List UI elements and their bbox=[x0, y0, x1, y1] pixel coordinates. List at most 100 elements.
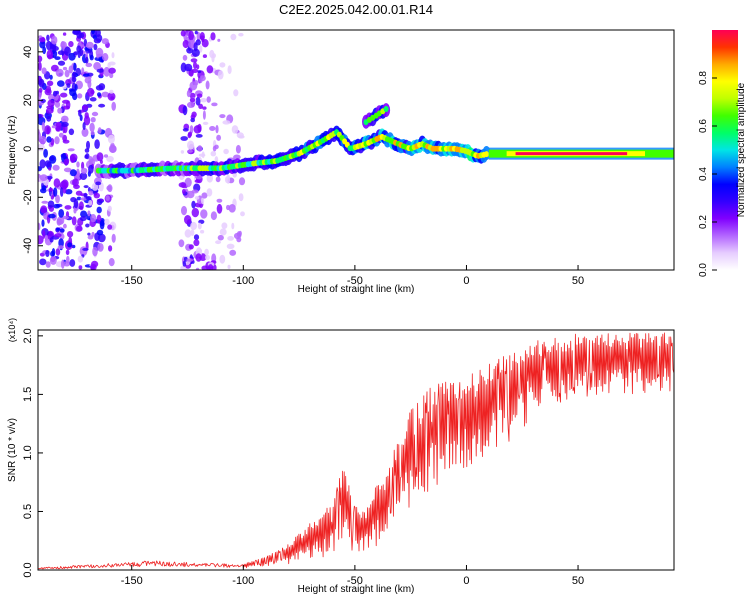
heatmap-speckle bbox=[87, 87, 95, 97]
heatmap-speckle bbox=[182, 260, 186, 267]
heatmap-speckle bbox=[41, 121, 46, 132]
colorbar-tick-label: 0.2 bbox=[698, 215, 709, 229]
heatmap-speckle bbox=[38, 55, 43, 63]
heatmap-core bbox=[484, 151, 489, 158]
heatmap-speckle bbox=[68, 128, 75, 136]
heatmap-speckle bbox=[215, 176, 221, 183]
heatmap-speckle bbox=[107, 184, 113, 193]
heatmap-speckle bbox=[47, 200, 55, 208]
heatmap-speckle bbox=[101, 38, 109, 45]
spectrogram-frame bbox=[37, 29, 675, 271]
x-tick-label: -150 bbox=[121, 575, 143, 587]
heatmap-speckle bbox=[92, 246, 98, 257]
x-tick-label: -150 bbox=[121, 275, 143, 287]
heatmap-speckle bbox=[108, 144, 117, 153]
heatmap-speckle bbox=[180, 150, 185, 154]
heatmap-speckle bbox=[111, 52, 115, 59]
heatmap-speckle bbox=[91, 111, 99, 117]
heatmap-speckle bbox=[182, 105, 188, 116]
heatmap-speckle bbox=[52, 46, 59, 51]
heatmap-speckle bbox=[215, 240, 222, 245]
heatmap-speckle bbox=[238, 193, 244, 202]
chart-title: C2E2.2025.042.00.01.R14 bbox=[279, 2, 433, 17]
heatmap-speckle bbox=[85, 223, 90, 228]
heatmap-speckle bbox=[42, 46, 47, 55]
heatmap-speckle bbox=[53, 187, 58, 197]
heatmap-speckle bbox=[78, 265, 83, 270]
heatmap-speckle bbox=[54, 136, 60, 145]
heatmap-speckle bbox=[189, 81, 198, 91]
heatmap-speckle bbox=[62, 32, 67, 36]
heatmap-speckle bbox=[184, 215, 192, 225]
heatmap-speckle bbox=[63, 158, 70, 166]
heatmap-speckle bbox=[57, 245, 64, 249]
heatmap-speckle bbox=[38, 143, 45, 152]
heatmap-speckle bbox=[110, 96, 115, 100]
heatmap-speckle bbox=[40, 205, 48, 214]
heatmap-speckle bbox=[200, 98, 207, 103]
heatmap-speckle bbox=[40, 188, 47, 194]
heatmap-speckle bbox=[84, 154, 88, 159]
y-tick-label: -40 bbox=[22, 238, 34, 254]
heatmap-speckle bbox=[180, 30, 186, 37]
heatmap-speckle bbox=[96, 68, 105, 73]
heatmap-speckle bbox=[193, 234, 200, 241]
heatmap-speckle bbox=[186, 47, 194, 54]
snr-panel: -150 -100 -50 0 50 0.0 0.5 1.0 1.5 2.0 Height of… bbox=[7, 318, 675, 595]
heatmap-speckle bbox=[202, 106, 207, 110]
heatmap-speckle bbox=[55, 248, 61, 256]
heatmap-speckle bbox=[62, 66, 68, 71]
heatmap-speckle bbox=[79, 32, 85, 38]
heatmap-speckle bbox=[93, 62, 101, 71]
heatmap-speckle bbox=[191, 200, 196, 209]
heatmap-speckle bbox=[231, 222, 235, 230]
heatmap-speckle bbox=[45, 40, 52, 51]
heatmap-speckle bbox=[70, 197, 77, 203]
heatmap-speckle bbox=[52, 164, 60, 171]
heatmap-speckle bbox=[240, 211, 245, 217]
heatmap-speckle bbox=[184, 177, 192, 188]
heatmap-speckle bbox=[87, 210, 91, 217]
colorbar-gradient bbox=[712, 30, 738, 270]
heatmap-speckle bbox=[80, 210, 88, 218]
heatmap-speckle bbox=[109, 72, 114, 79]
heatmap-speckle bbox=[184, 63, 193, 72]
heatmap-speckle bbox=[58, 209, 65, 218]
heatmap-speckle bbox=[227, 65, 232, 75]
heatmap-speckle bbox=[55, 121, 62, 132]
heatmap-speckle bbox=[181, 205, 187, 216]
heatmap-speckle bbox=[68, 52, 76, 61]
heatmap-speckle bbox=[226, 174, 231, 184]
heatmap-speckle bbox=[197, 222, 202, 230]
colorbar-tick-label: 0.0 bbox=[698, 263, 709, 277]
heatmap-speckle bbox=[194, 179, 201, 183]
heatmap-speckle bbox=[85, 56, 89, 64]
snr-x-ticks: -150 -100 -50 0 50 bbox=[121, 565, 584, 587]
snr-series bbox=[38, 332, 674, 570]
heatmap-speckle bbox=[39, 159, 46, 169]
heatmap-speckle bbox=[73, 207, 77, 214]
heatmap-speckle bbox=[46, 80, 54, 87]
heatmap-speckle bbox=[79, 172, 88, 181]
heatmap-speckle bbox=[216, 134, 222, 141]
heatmap-speckle bbox=[187, 131, 193, 137]
colorbar-tick-label: 0.6 bbox=[698, 119, 709, 133]
heatmap-speckle bbox=[205, 80, 210, 90]
spectrogram-panel: -150 -100 -50 0 50 -40 -20 0 20 40 Height of str… bbox=[7, 29, 675, 295]
heatmap-speckle bbox=[45, 107, 54, 114]
heatmap-speckle bbox=[193, 239, 200, 247]
heatmap-speckle bbox=[49, 237, 54, 243]
heatmap-speckle bbox=[95, 181, 102, 186]
heatmap-speckle bbox=[227, 236, 235, 241]
heatmap-speckle bbox=[98, 103, 106, 108]
heatmap-speckle bbox=[67, 148, 75, 152]
heatmap-speckle bbox=[217, 38, 221, 42]
y-tick-label: 1.5 bbox=[22, 387, 34, 402]
spectrogram-x-axis-label: Height of straight line (km) bbox=[298, 284, 415, 295]
x-tick-label: -50 bbox=[347, 575, 363, 587]
y-tick-label: 20 bbox=[22, 94, 34, 106]
heatmap-speckle bbox=[198, 103, 204, 110]
heatmap-speckle bbox=[199, 77, 203, 84]
heatmap-speckle bbox=[199, 45, 203, 53]
